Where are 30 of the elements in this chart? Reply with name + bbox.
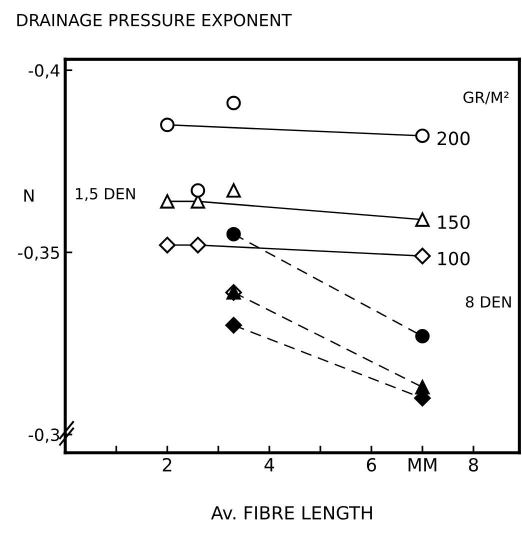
x-axis-title: Av. FIBRE LENGTH <box>211 506 372 520</box>
y-tick-label: -0,4 <box>28 64 60 78</box>
x-tick-label: 6 <box>366 458 376 472</box>
point <box>415 328 430 344</box>
point <box>225 316 242 334</box>
annotation: 8 DEN <box>466 296 511 308</box>
series-label: 150 <box>438 215 470 229</box>
chart-title: DRAINAGE PRESSURE EXPONENT <box>17 14 292 26</box>
x-tick-label: 4 <box>264 458 274 472</box>
point <box>226 226 241 242</box>
x-tick-label: 2 <box>162 458 172 472</box>
point <box>415 128 430 144</box>
point <box>226 96 241 110</box>
series-label: 200 <box>438 132 470 146</box>
point <box>190 183 206 198</box>
series-label: 100 <box>438 252 470 266</box>
point <box>226 183 241 198</box>
annotation: GR/M² <box>463 92 509 104</box>
x-tick-label: 8 <box>468 458 478 472</box>
point <box>414 248 431 264</box>
annotation: 1,5 DEN <box>76 188 135 202</box>
point <box>160 118 175 132</box>
y-axis-title: N <box>24 189 34 202</box>
y-tick-label: -0,35 <box>18 246 59 261</box>
point <box>160 194 175 209</box>
point <box>190 236 206 254</box>
point <box>415 212 430 227</box>
point <box>158 236 176 254</box>
y-tick-label: -0,3 <box>28 428 60 443</box>
x-tick-label: MM <box>408 458 436 472</box>
